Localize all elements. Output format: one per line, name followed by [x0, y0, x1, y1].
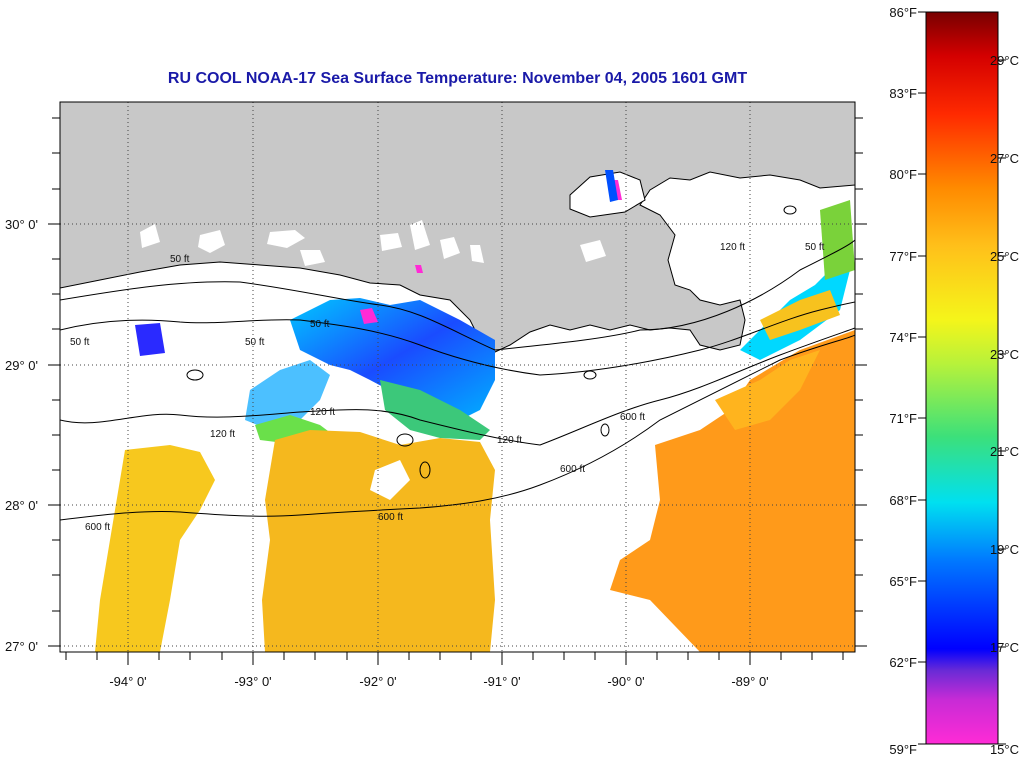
lon-label: -89° 0' [731, 674, 768, 689]
lat-label: 29° 0' [5, 358, 38, 373]
lon-label: -91° 0' [483, 674, 520, 689]
colorbar-f-label: 80°F [889, 167, 917, 182]
contour-label-600ft: 600 ft [85, 522, 110, 533]
contour-label-120ft: 120 ft [210, 429, 235, 440]
lake [300, 250, 325, 266]
colorbar-c-labels: 29°C 27°C 25°C 23°C 21°C 19°C 17°C 15°C [990, 53, 1019, 757]
contour-label-50ft: 50 ft [170, 254, 190, 265]
sst-warm-patch [370, 460, 410, 500]
contour-label-600ft: 600 ft [620, 412, 645, 423]
land-mass [60, 102, 855, 353]
lake [380, 233, 402, 251]
colorbar-f-label: 77°F [889, 249, 917, 264]
contour-label-50ft: 50 ft [70, 337, 90, 348]
sst-hot-patch [610, 330, 855, 652]
colorbar-c-label: 19°C [990, 542, 1019, 557]
colorbar-f-label: 59°F [889, 742, 917, 757]
contour-label-120ft: 120 ft [497, 435, 522, 446]
lake [140, 224, 160, 248]
colorbar-f-label: 74°F [889, 330, 917, 345]
colorbar-f-label: 71°F [889, 411, 917, 426]
lake [410, 220, 430, 250]
contour-label-600ft: 600 ft [560, 464, 585, 475]
sst-warm-patch [95, 445, 215, 652]
colorbar-f-label: 68°F [889, 493, 917, 508]
map-frame [59, 101, 856, 653]
lon-label: -93° 0' [234, 674, 271, 689]
sst-cool-patch [245, 360, 330, 430]
lon-label: -90° 0' [607, 674, 644, 689]
lake [440, 237, 460, 259]
sst-warm-patch [760, 290, 840, 340]
sst-warm-patch [262, 430, 495, 652]
lat-label: 30° 0' [5, 217, 38, 232]
sst-cool-patch [605, 170, 618, 202]
colorbar-c-label: 21°C [990, 444, 1019, 459]
map-title: RU COOL NOAA-17 Sea Surface Temperature:… [167, 70, 748, 87]
contour-label-50ft: 50 ft [310, 319, 330, 330]
lake [267, 230, 305, 248]
sst-cool-patch [135, 323, 165, 356]
colorbar-ticks [918, 11, 1006, 745]
contour-label-120ft: 120 ft [720, 242, 745, 253]
colorbar-c-label: 23°C [990, 347, 1019, 362]
contour-label-120ft: 120 ft [310, 407, 335, 418]
sst-cool-patch [290, 298, 495, 420]
colorbar-c-label: 29°C [990, 53, 1019, 68]
lake [470, 245, 484, 263]
axis-ticks [48, 117, 867, 665]
bathymetry-contours [60, 205, 855, 521]
lon-label: -94° 0' [109, 674, 146, 689]
colorbar-c-label: 17°C [990, 640, 1019, 655]
lake [580, 240, 606, 262]
sst-green-patch [820, 200, 855, 280]
sst-warm-patch [715, 350, 820, 430]
colorbar-f-label: 62°F [889, 655, 917, 670]
lon-label: -92° 0' [359, 674, 396, 689]
lat-label: 27° 0' [5, 639, 38, 654]
lake-pontchartrain [569, 171, 646, 218]
contour-label-50ft: 50 ft [805, 242, 825, 253]
lake [198, 230, 225, 253]
colorbar [925, 11, 999, 745]
graticule [60, 102, 855, 652]
sst-magenta-patch [360, 308, 378, 324]
colorbar-f-label: 65°F [889, 574, 917, 589]
colorbar-c-label: 27°C [990, 151, 1019, 166]
colorbar-f-label: 83°F [889, 86, 917, 101]
contour-label-600ft: 600 ft [378, 512, 403, 523]
sst-magenta-patch [415, 265, 423, 273]
lat-label: 28° 0' [5, 498, 38, 513]
colorbar-c-label: 25°C [990, 249, 1019, 264]
sst-green-patch [380, 380, 490, 440]
map-plot-area: 50 ft 50 ft 50 ft 50 ft 50 ft 120 ft 120… [60, 102, 855, 652]
colorbar-f-label: 86°F [889, 5, 917, 20]
colorbar-c-label: 15°C [990, 742, 1019, 757]
colorbar-f-labels: 86°F 83°F 80°F 77°F 74°F 71°F 68°F 65°F … [889, 5, 917, 757]
contour-label-50ft: 50 ft [245, 337, 265, 348]
